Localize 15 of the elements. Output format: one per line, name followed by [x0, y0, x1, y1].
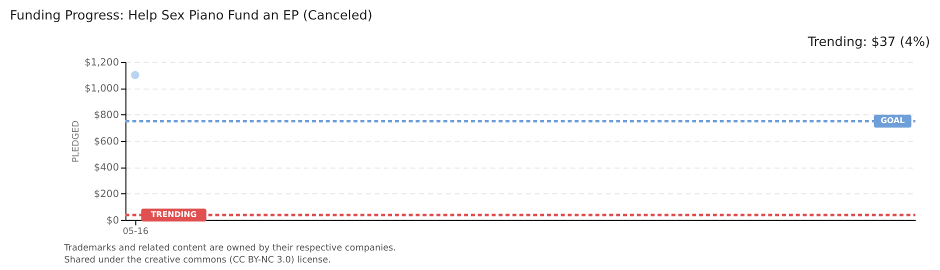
ref-line-label: GOAL: [880, 116, 905, 126]
y-tick-label: $800: [94, 110, 119, 122]
text: Trending: $37 (4%): [806, 35, 930, 50]
y-tick-label: $400: [94, 162, 119, 174]
y-tick-label: $0: [106, 215, 119, 226]
y-tick-label: $600: [94, 136, 119, 148]
y-tick-label: $1,000: [84, 84, 119, 95]
x-tick-label: 05-16: [122, 227, 149, 238]
ref-line-label: TRENDING: [150, 210, 197, 220]
y-tick-label: $1,200: [84, 57, 119, 68]
chart-title: Funding Progress: Help Sex Piano Fund an EP (Canceled): [10, 8, 372, 24]
text: Shared under the creative commons (CC BY-NC 3.0) license.: [64, 255, 331, 266]
text: Trademarks and related content are owned by their respective companies.: [63, 244, 396, 254]
y-tick-label: $200: [94, 189, 119, 200]
y-axis-title: PLEDGED: [72, 120, 82, 162]
